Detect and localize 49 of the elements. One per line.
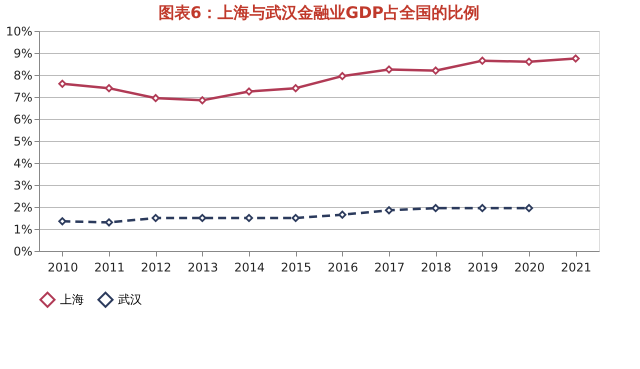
point — [104, 218, 114, 226]
y-tick-label: 2% — [13, 200, 32, 214]
y-tick-label: 3% — [13, 178, 32, 192]
y-tick-label: 1% — [13, 222, 32, 236]
y-tick-label: 4% — [13, 156, 32, 170]
x-tick-label: 2013 — [188, 260, 218, 274]
point — [384, 65, 394, 74]
legend-label: 上海 — [60, 292, 84, 307]
y-tick-label: 6% — [13, 112, 32, 126]
point — [152, 214, 160, 222]
point — [524, 58, 534, 66]
y-tick-label: 7% — [13, 90, 32, 104]
x-tick-label: 2021 — [560, 260, 592, 274]
point — [432, 204, 440, 212]
point — [58, 217, 66, 226]
point — [104, 84, 114, 92]
x-tick-label: 2011 — [94, 260, 125, 274]
point — [244, 214, 254, 222]
chart-title: 图表6：上海与武汉金融业GDP占全国的比例 — [158, 3, 480, 22]
y-tick-label: 10% — [6, 24, 32, 38]
point — [478, 56, 486, 65]
point — [384, 206, 394, 214]
point — [292, 214, 300, 222]
point — [572, 54, 580, 63]
x-tick-label: 2010 — [48, 260, 78, 274]
x-tick-label: 2019 — [468, 260, 498, 274]
legend-label: 武汉 — [118, 292, 142, 307]
point — [292, 84, 300, 92]
point — [338, 210, 346, 219]
y-tick-label: 9% — [13, 46, 32, 60]
x-tick-label: 2020 — [514, 260, 545, 274]
y-tick-label: 5% — [13, 134, 32, 148]
y-tick-label: 0% — [13, 244, 32, 258]
point — [338, 72, 346, 80]
point — [524, 204, 534, 212]
x-tick-label: 2017 — [374, 260, 405, 274]
y-tick-label: 8% — [13, 68, 32, 82]
point — [58, 80, 66, 88]
x-tick-label: 2015 — [280, 260, 312, 274]
point — [478, 204, 486, 212]
point — [198, 96, 206, 104]
x-tick-label: 2014 — [234, 260, 265, 274]
point — [432, 66, 440, 75]
x-tick-label: 2012 — [140, 260, 172, 274]
point — [244, 87, 254, 96]
point — [152, 94, 160, 102]
x-tick-label: 2018 — [420, 260, 452, 274]
x-tick-label: 2016 — [328, 260, 358, 274]
point — [198, 214, 206, 222]
